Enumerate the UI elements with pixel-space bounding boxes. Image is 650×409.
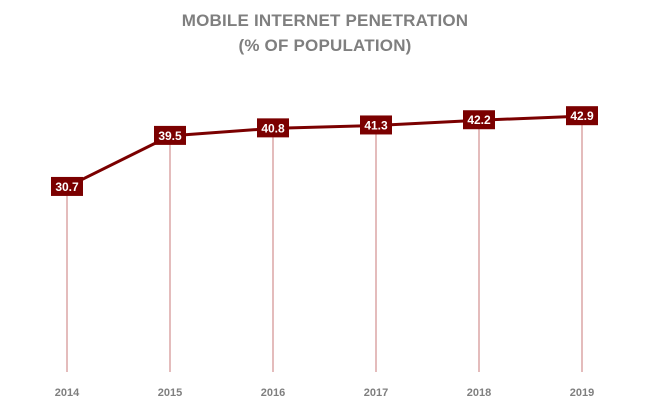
data-label-2014: 30.7 — [55, 180, 79, 194]
data-label-box-2017 — [360, 115, 392, 135]
data-label-box-2019 — [566, 106, 598, 126]
x-tick-label-2019: 2019 — [570, 387, 594, 399]
data-label-2015: 39.5 — [158, 129, 182, 143]
chart-subtitle: (% OF POPULATION) — [238, 36, 412, 55]
data-label-2016: 40.8 — [261, 121, 285, 135]
x-tick-label-2015: 2015 — [158, 387, 182, 399]
data-label-2019: 42.9 — [570, 109, 594, 123]
chart-title-block: MOBILE INTERNET PENETRATION (% OF POPULA… — [0, 8, 650, 58]
series-line — [65, 114, 584, 189]
x-tick-label-2016: 2016 — [261, 387, 285, 399]
data-label-2017: 41.3 — [364, 118, 388, 132]
data-label-box-2018 — [463, 110, 495, 130]
data-label-box-2015 — [154, 125, 186, 145]
data-label-2018: 42.2 — [467, 113, 491, 127]
x-tick-label-2014: 2014 — [55, 387, 80, 399]
data-label-box-2016 — [257, 118, 289, 138]
chart-title: MOBILE INTERNET PENETRATION — [181, 11, 469, 30]
data-label-box-2014 — [51, 176, 83, 196]
x-tick-label-2018: 2018 — [467, 387, 491, 399]
x-tick-label-2017: 2017 — [364, 387, 388, 399]
